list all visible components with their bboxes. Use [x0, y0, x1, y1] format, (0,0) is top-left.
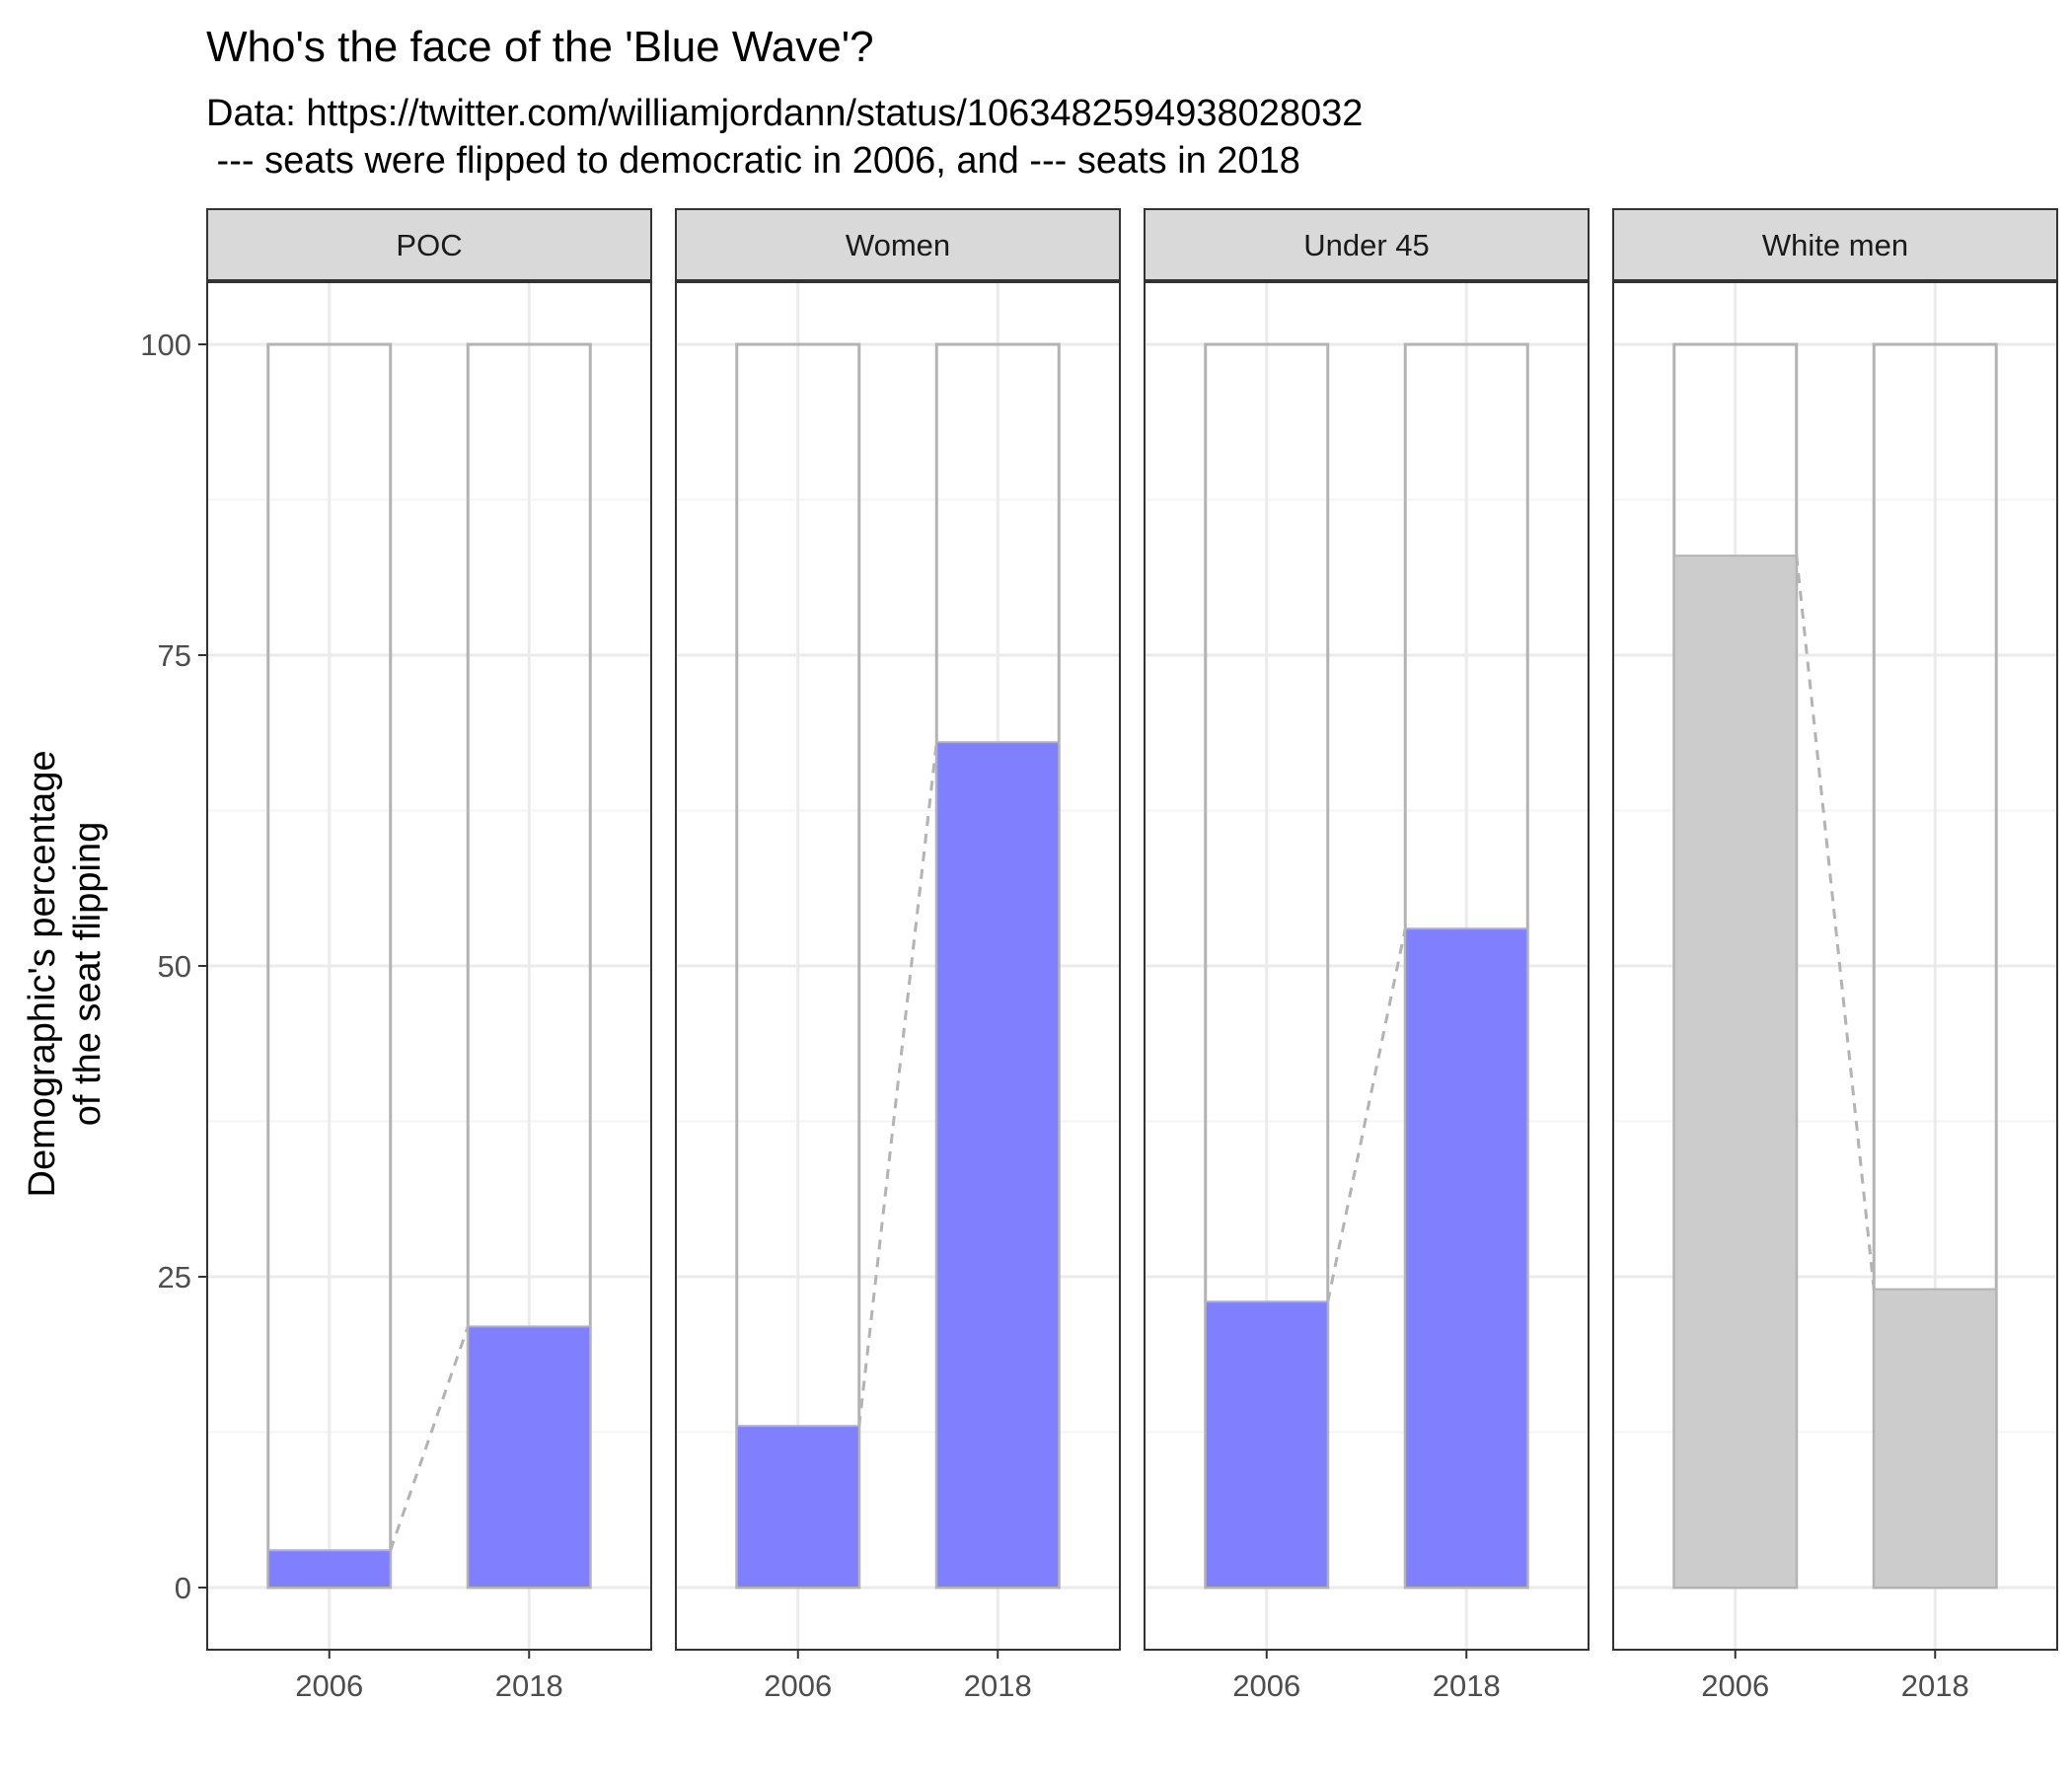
facet-strip	[206, 208, 652, 281]
value-bar-2006	[1204, 1300, 1329, 1589]
chart-subtitle-line-1: Data: https://twitter.com/williamjordann…	[206, 93, 1363, 134]
facet-panel-under-45: Under 45 2006 2018	[1144, 208, 1590, 1703]
value-bar-2006	[735, 1425, 860, 1589]
facet-panels: POC 2006 2018 Women 2006 2018 Under 45 2006 2018…	[206, 208, 2058, 1703]
facet-panel-women: Women 2006 2018	[675, 208, 1121, 1703]
facet-strip-label: POC	[396, 228, 462, 262]
y-tick-label: 0	[175, 1571, 191, 1605]
y-axis-title-line-2: of the seat flipping	[67, 822, 109, 1126]
value-bar-2018	[467, 1325, 592, 1590]
x-tick-label: 2018	[964, 1668, 1032, 1703]
change-connector-line	[857, 742, 938, 1427]
facet-strip	[1144, 208, 1590, 281]
facet-strip-label: Women	[846, 228, 950, 262]
facet-strip-label: White men	[1762, 228, 1908, 262]
x-tick-label: 2018	[1433, 1668, 1501, 1703]
value-bar-2006	[1672, 555, 1798, 1590]
x-tick-label: 2018	[495, 1668, 563, 1703]
facet-strip	[675, 208, 1121, 281]
value-bar-2018	[935, 741, 1061, 1589]
y-tick-label: 50	[158, 949, 191, 984]
y-tick-label: 75	[158, 638, 191, 673]
y-axis-title: Demographic's percentage of the seat fli…	[22, 751, 109, 1198]
facet-panel-poc: POC 2006 2018	[206, 208, 652, 1703]
facet-strip-label: Under 45	[1303, 228, 1430, 262]
panel-border	[1612, 281, 2058, 1651]
x-tick-label: 2018	[1901, 1668, 1969, 1703]
x-tick-label: 2006	[1701, 1668, 1769, 1703]
y-axis: 0 25 50 75 100	[140, 328, 207, 1605]
facet-panel-white-men: White men 2006 2018	[1612, 208, 2058, 1703]
value-bar-2006	[266, 1549, 392, 1589]
x-tick-label: 2006	[764, 1668, 832, 1703]
value-bar-2018	[1404, 927, 1529, 1589]
facet-strip	[1612, 208, 2058, 281]
y-tick-label: 25	[158, 1260, 191, 1295]
panel-border	[1144, 281, 1590, 1651]
change-connector-line	[389, 1325, 470, 1551]
y-axis-title-line-1: Demographic's percentage	[22, 751, 63, 1198]
y-tick-label: 100	[140, 328, 191, 362]
x-tick-label: 2006	[1232, 1668, 1300, 1703]
value-bar-2018	[1873, 1288, 1998, 1589]
x-tick-label: 2006	[295, 1668, 363, 1703]
chart-title: Who's the face of the 'Blue Wave'?	[206, 23, 874, 71]
panel-border	[206, 281, 652, 1651]
chart-subtitle-line-2: --- seats were flipped to democratic in …	[206, 140, 1300, 182]
panel-border	[675, 281, 1121, 1651]
